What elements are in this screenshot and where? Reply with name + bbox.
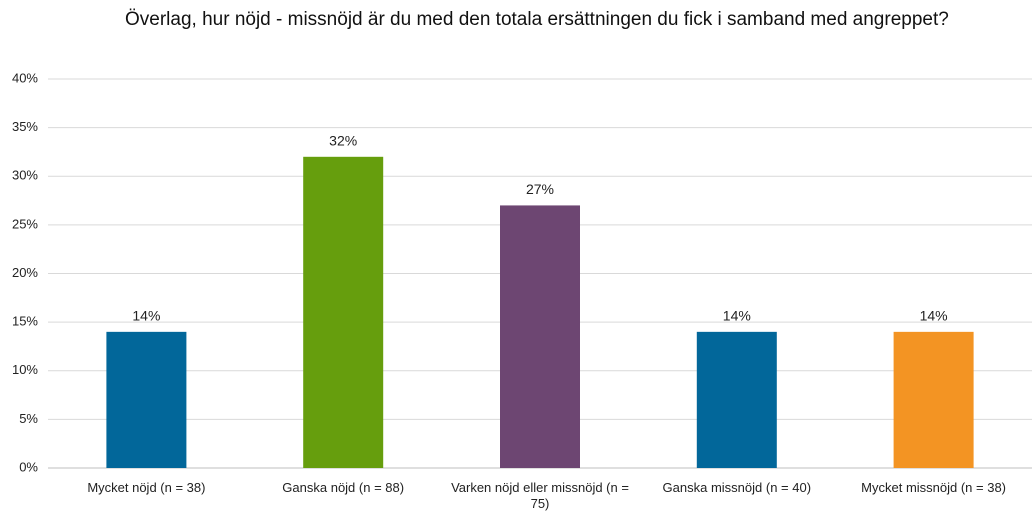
y-tick-label: 20%: [12, 265, 38, 280]
x-tick-label: Ganska missnöjd (n = 40): [662, 480, 812, 495]
value-label: 27%: [526, 181, 554, 197]
y-tick-label: 35%: [12, 119, 38, 134]
y-tick-label: 10%: [12, 362, 38, 377]
y-tick-label: 15%: [12, 314, 38, 329]
y-tick-label: 0%: [19, 459, 38, 474]
y-tick-label: 5%: [19, 411, 38, 426]
y-tick-label: 30%: [12, 168, 38, 183]
bar: [303, 156, 384, 469]
bar: [106, 331, 187, 468]
value-label: 32%: [329, 133, 357, 149]
x-tick-label: Mycket missnöjd (n = 38): [861, 480, 1007, 495]
bar: [893, 331, 974, 468]
value-label: 14%: [723, 308, 751, 324]
x-tick-label: Mycket nöjd (n = 38): [87, 480, 206, 495]
x-tick-label: Ganska nöjd (n = 88): [282, 480, 405, 495]
y-tick-label: 40%: [12, 70, 38, 85]
value-label: 14%: [920, 308, 948, 324]
bar: [500, 205, 580, 469]
chart-title: Överlag, hur nöjd - missnöjd är du med d…: [125, 9, 949, 30]
value-label: 14%: [132, 308, 160, 324]
y-tick-label: 25%: [12, 216, 38, 231]
x-tick-label: Varken nöjd eller missnöjd (n = 75): [451, 480, 629, 511]
bar: [696, 331, 777, 468]
